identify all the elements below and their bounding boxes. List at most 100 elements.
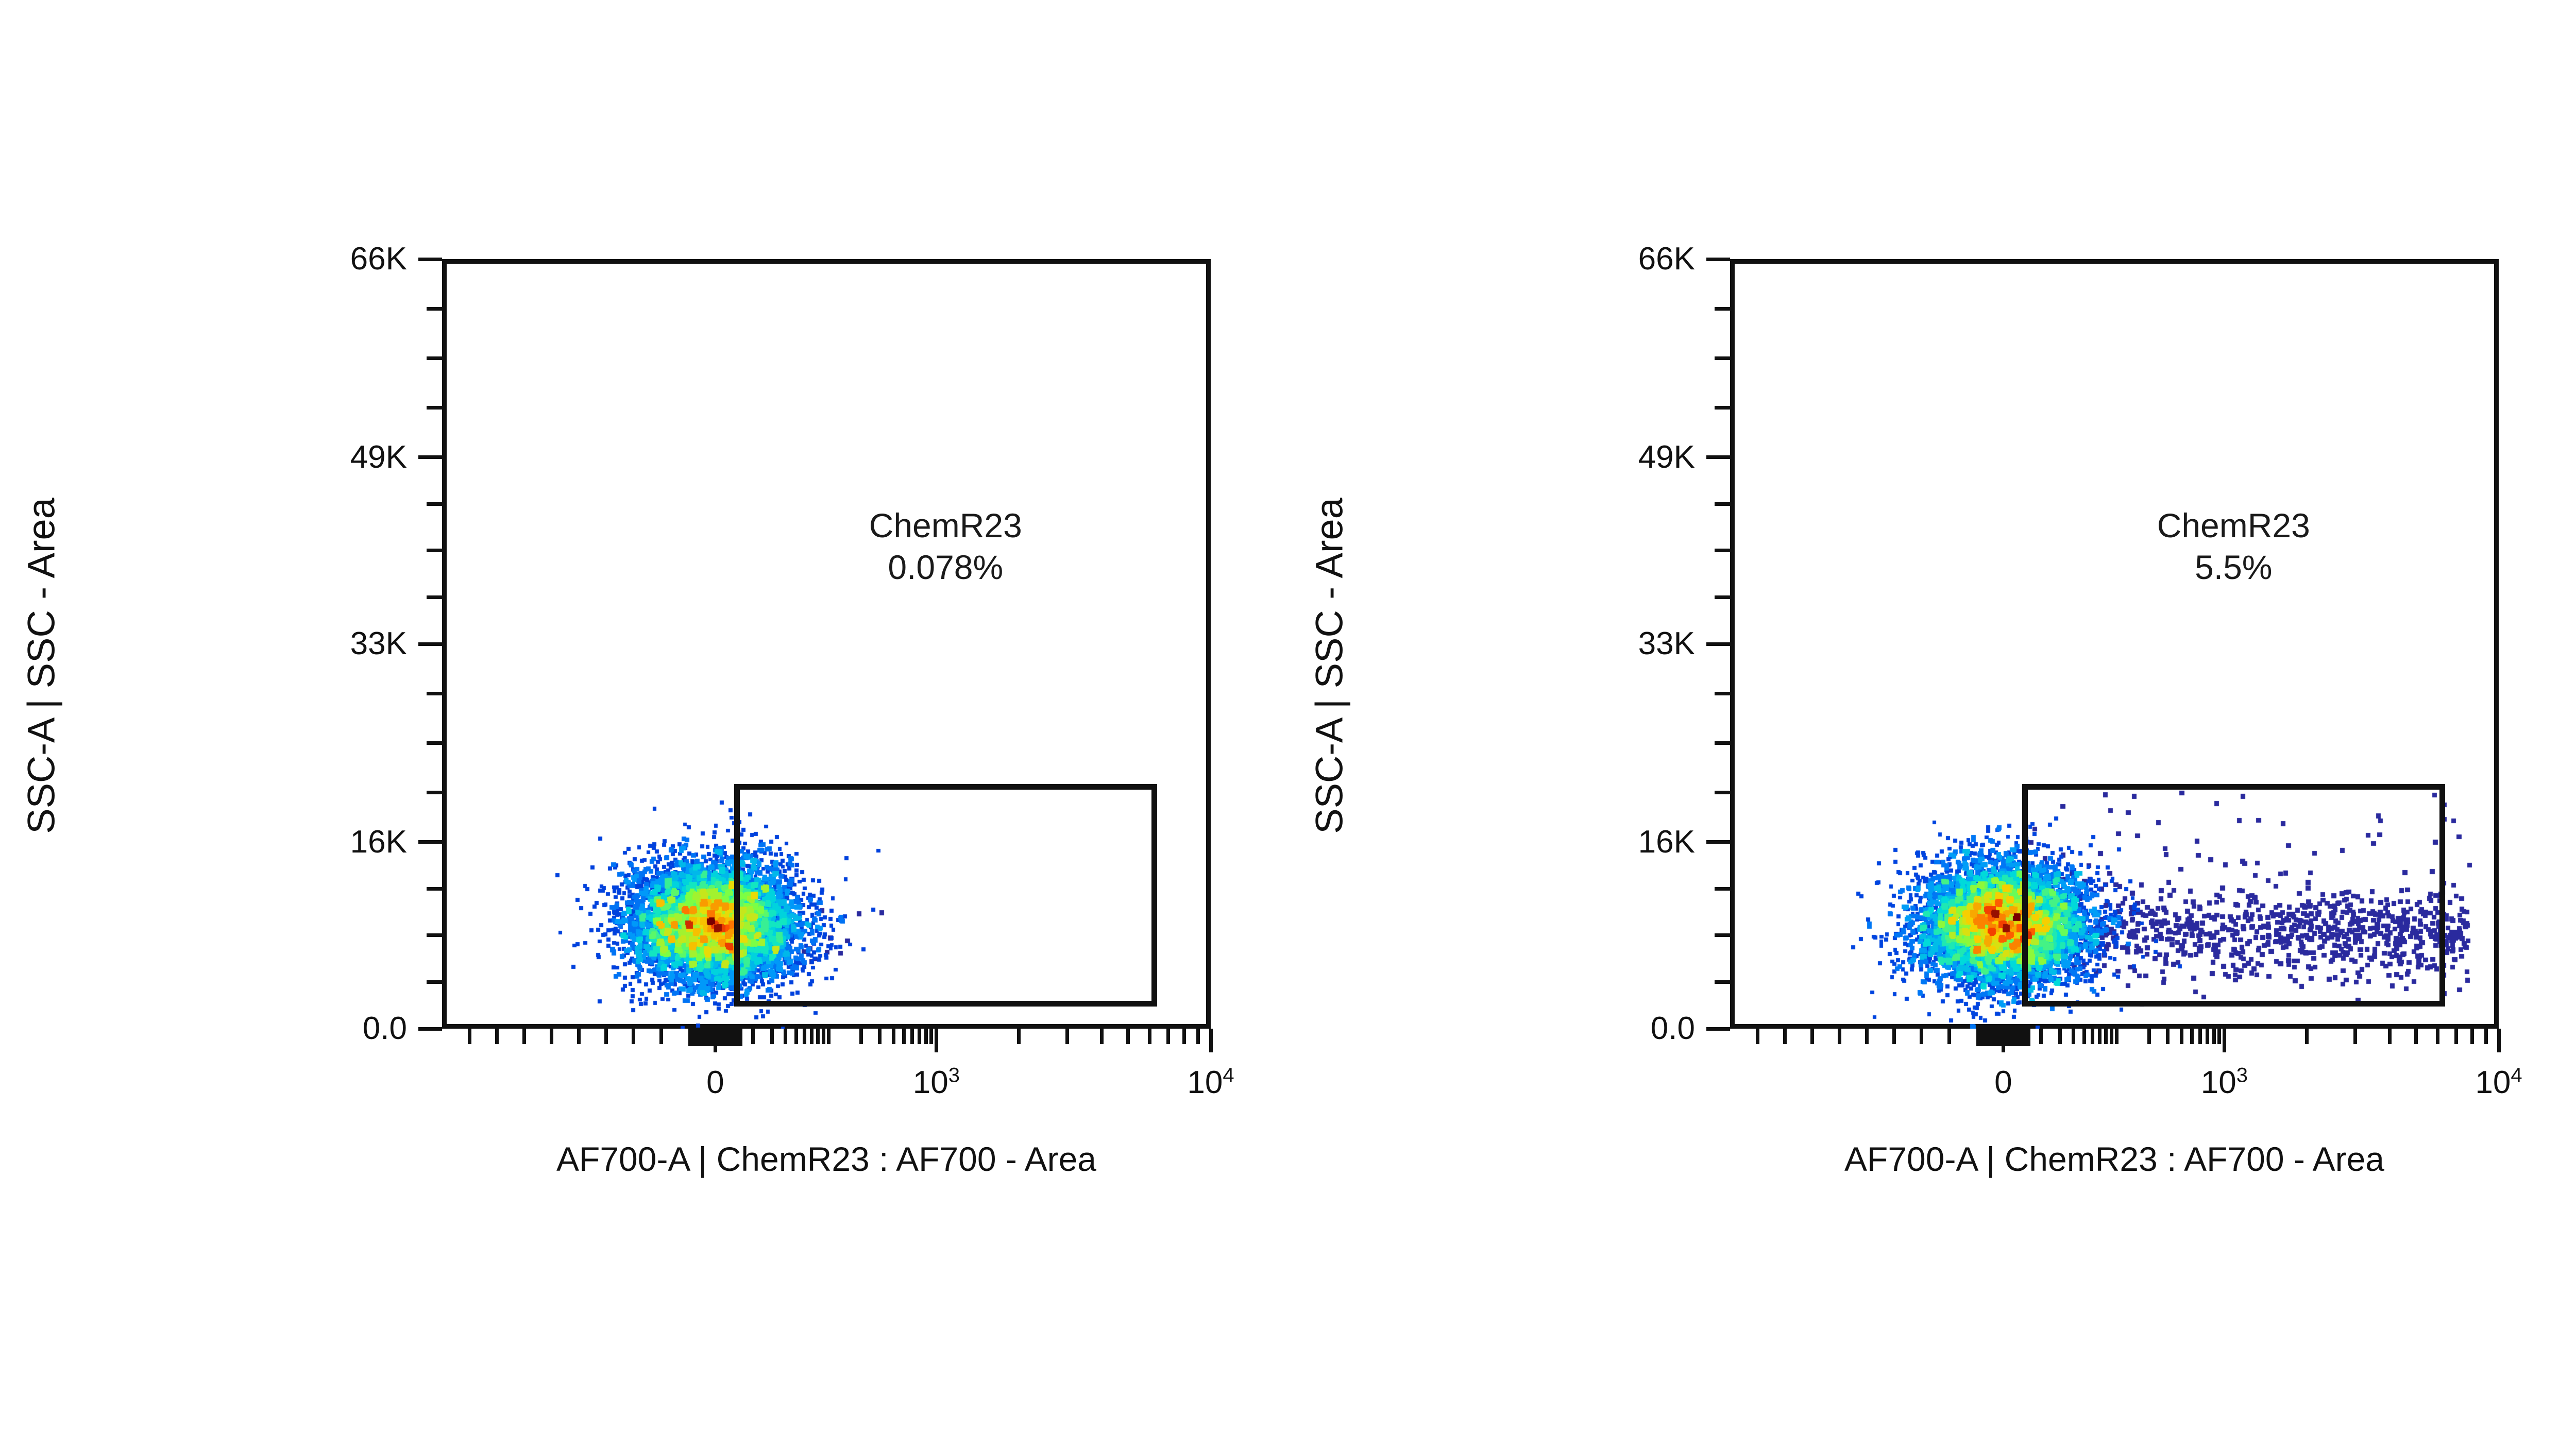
x-axis-minor-tick xyxy=(632,1029,636,1044)
gate-label-left: ChemR23 0.078% xyxy=(869,505,1022,588)
x-axis-minor-tick xyxy=(2387,1029,2392,1044)
x-axis-minor-tick xyxy=(1892,1029,1896,1044)
density-scatter-canvas-left xyxy=(442,259,1211,1029)
plot-panel-left: SSC-A | SSC - Area ChemR23 0.078% AF700-… xyxy=(20,241,1234,1178)
x-axis-minor-tick xyxy=(1166,1029,1170,1044)
x-axis-minor-tick xyxy=(1065,1029,1069,1044)
y-axis-major-tick xyxy=(1706,455,1730,459)
x-axis-minor-tick xyxy=(2305,1029,2309,1044)
y-axis-tick-label: 33K xyxy=(350,626,407,661)
y-axis-major-tick xyxy=(1706,642,1730,646)
x-axis-minor-tick xyxy=(929,1029,934,1044)
x-axis-minor-tick xyxy=(1838,1029,1842,1044)
x-axis-tick-label: 103 xyxy=(912,1064,960,1100)
x-axis-minor-tick xyxy=(2082,1029,2086,1044)
x-axis-minor-tick xyxy=(2072,1029,2076,1044)
y-axis-major-tick xyxy=(1706,1027,1730,1031)
x-axis-minor-tick xyxy=(659,1029,663,1044)
x-axis-minor-tick xyxy=(2058,1029,2062,1044)
x-axis-minor-tick xyxy=(794,1029,798,1044)
y-axis-minor-tick xyxy=(1715,980,1730,984)
x-axis-minor-tick xyxy=(784,1029,788,1044)
y-axis-minor-tick xyxy=(1715,549,1730,553)
y-axis-tick-label: 66K xyxy=(350,241,407,277)
x-axis-minor-tick xyxy=(2091,1029,2095,1044)
plot-panel-right: SSC-A | SSC - Area ChemR23 5.5% AF700-A … xyxy=(1288,0,2576,1449)
y-axis-tick-label: 49K xyxy=(1638,439,1695,475)
y-axis-minor-tick xyxy=(427,356,442,360)
y-axis-tick-label: 49K xyxy=(350,439,407,475)
x-axis-minor-tick xyxy=(2212,1029,2216,1044)
x-axis-minor-tick xyxy=(803,1029,807,1044)
x-axis-minor-tick xyxy=(2198,1029,2202,1044)
x-axis-minor-tick xyxy=(1865,1029,1869,1044)
y-axis-minor-tick xyxy=(427,887,442,891)
x-axis-minor-tick xyxy=(918,1029,922,1044)
gate-percent-left: 0.078% xyxy=(888,548,1004,586)
y-axis-minor-tick xyxy=(427,980,442,984)
x-axis-minor-tick xyxy=(751,1029,755,1044)
y-axis-major-tick xyxy=(418,840,442,844)
x-axis-minor-tick xyxy=(821,1029,825,1044)
x-axis-minor-tick xyxy=(2217,1029,2222,1044)
gate-rectangle-left[interactable] xyxy=(734,783,1157,1007)
x-axis-minor-tick xyxy=(2114,1029,2119,1044)
x-axis-minor-tick xyxy=(816,1029,820,1044)
x-axis-minor-tick xyxy=(826,1029,831,1044)
x-axis-tick-label: 104 xyxy=(1187,1064,1234,1100)
gate-name-right: ChemR23 xyxy=(2157,506,2310,544)
x-axis-major-tick xyxy=(2001,1029,2005,1052)
gate-name-left: ChemR23 xyxy=(869,506,1022,544)
x-axis-minor-tick xyxy=(2436,1029,2440,1044)
x-axis-major-tick xyxy=(713,1029,717,1052)
y-axis-minor-tick xyxy=(427,502,442,506)
y-axis-tick-label: 16K xyxy=(1638,824,1695,860)
x-axis-minor-tick xyxy=(924,1029,928,1044)
x-axis-minor-tick xyxy=(2104,1029,2108,1044)
x-axis-minor-tick xyxy=(1148,1029,1152,1044)
y-axis-minor-tick xyxy=(427,306,442,311)
x-axis-minor-tick xyxy=(902,1029,906,1044)
x-axis-minor-tick xyxy=(1196,1029,1200,1044)
y-axis-minor-tick xyxy=(1715,595,1730,599)
x-axis-minor-tick xyxy=(495,1029,499,1044)
x-axis-minor-tick xyxy=(604,1029,608,1044)
y-axis-minor-tick xyxy=(427,691,442,695)
x-axis-tick-label: 0 xyxy=(1994,1065,2012,1100)
x-axis-minor-tick xyxy=(1947,1029,1951,1044)
y-axis-tick-label: 16K xyxy=(350,824,407,860)
y-axis-major-tick xyxy=(418,257,442,261)
x-axis-minor-tick xyxy=(891,1029,895,1044)
y-axis-minor-tick xyxy=(1715,502,1730,506)
y-axis-minor-tick xyxy=(427,595,442,599)
x-axis-minor-tick xyxy=(770,1029,774,1044)
x-axis-minor-tick xyxy=(910,1029,914,1044)
y-axis-tick-label: 0.0 xyxy=(362,1011,407,1046)
x-axis-minor-tick xyxy=(1182,1029,1186,1044)
y-axis-tick-label: 33K xyxy=(1638,626,1695,661)
x-axis-minor-tick xyxy=(2039,1029,2043,1044)
y-axis-minor-tick xyxy=(1715,406,1730,410)
x-axis-minor-tick xyxy=(2147,1029,2151,1044)
x-axis-major-tick xyxy=(2222,1029,2226,1052)
x-axis-minor-tick xyxy=(522,1029,526,1044)
scatter-area-left xyxy=(442,259,1211,1029)
gate-rectangle-right[interactable] xyxy=(2022,783,2445,1007)
x-axis-minor-tick xyxy=(2166,1029,2170,1044)
y-axis-minor-tick xyxy=(1715,741,1730,745)
x-axis-minor-tick xyxy=(2109,1029,2113,1044)
x-axis-major-tick xyxy=(2497,1029,2501,1052)
x-axis-minor-tick xyxy=(878,1029,882,1044)
x-axis-tick-label: 104 xyxy=(2475,1064,2522,1100)
y-axis-tick-label: 66K xyxy=(1638,241,1695,277)
y-axis-minor-tick xyxy=(427,791,442,795)
scatter-area-right xyxy=(1730,259,2499,1029)
y-axis-minor-tick xyxy=(1715,887,1730,891)
x-axis-minor-tick xyxy=(577,1029,581,1044)
density-scatter-canvas-right xyxy=(1730,259,2499,1029)
y-axis-minor-tick xyxy=(427,741,442,745)
y-axis-major-tick xyxy=(418,642,442,646)
y-axis-minor-tick xyxy=(427,406,442,410)
x-axis-minor-tick xyxy=(2414,1029,2418,1044)
x-axis-minor-tick xyxy=(2206,1029,2210,1044)
